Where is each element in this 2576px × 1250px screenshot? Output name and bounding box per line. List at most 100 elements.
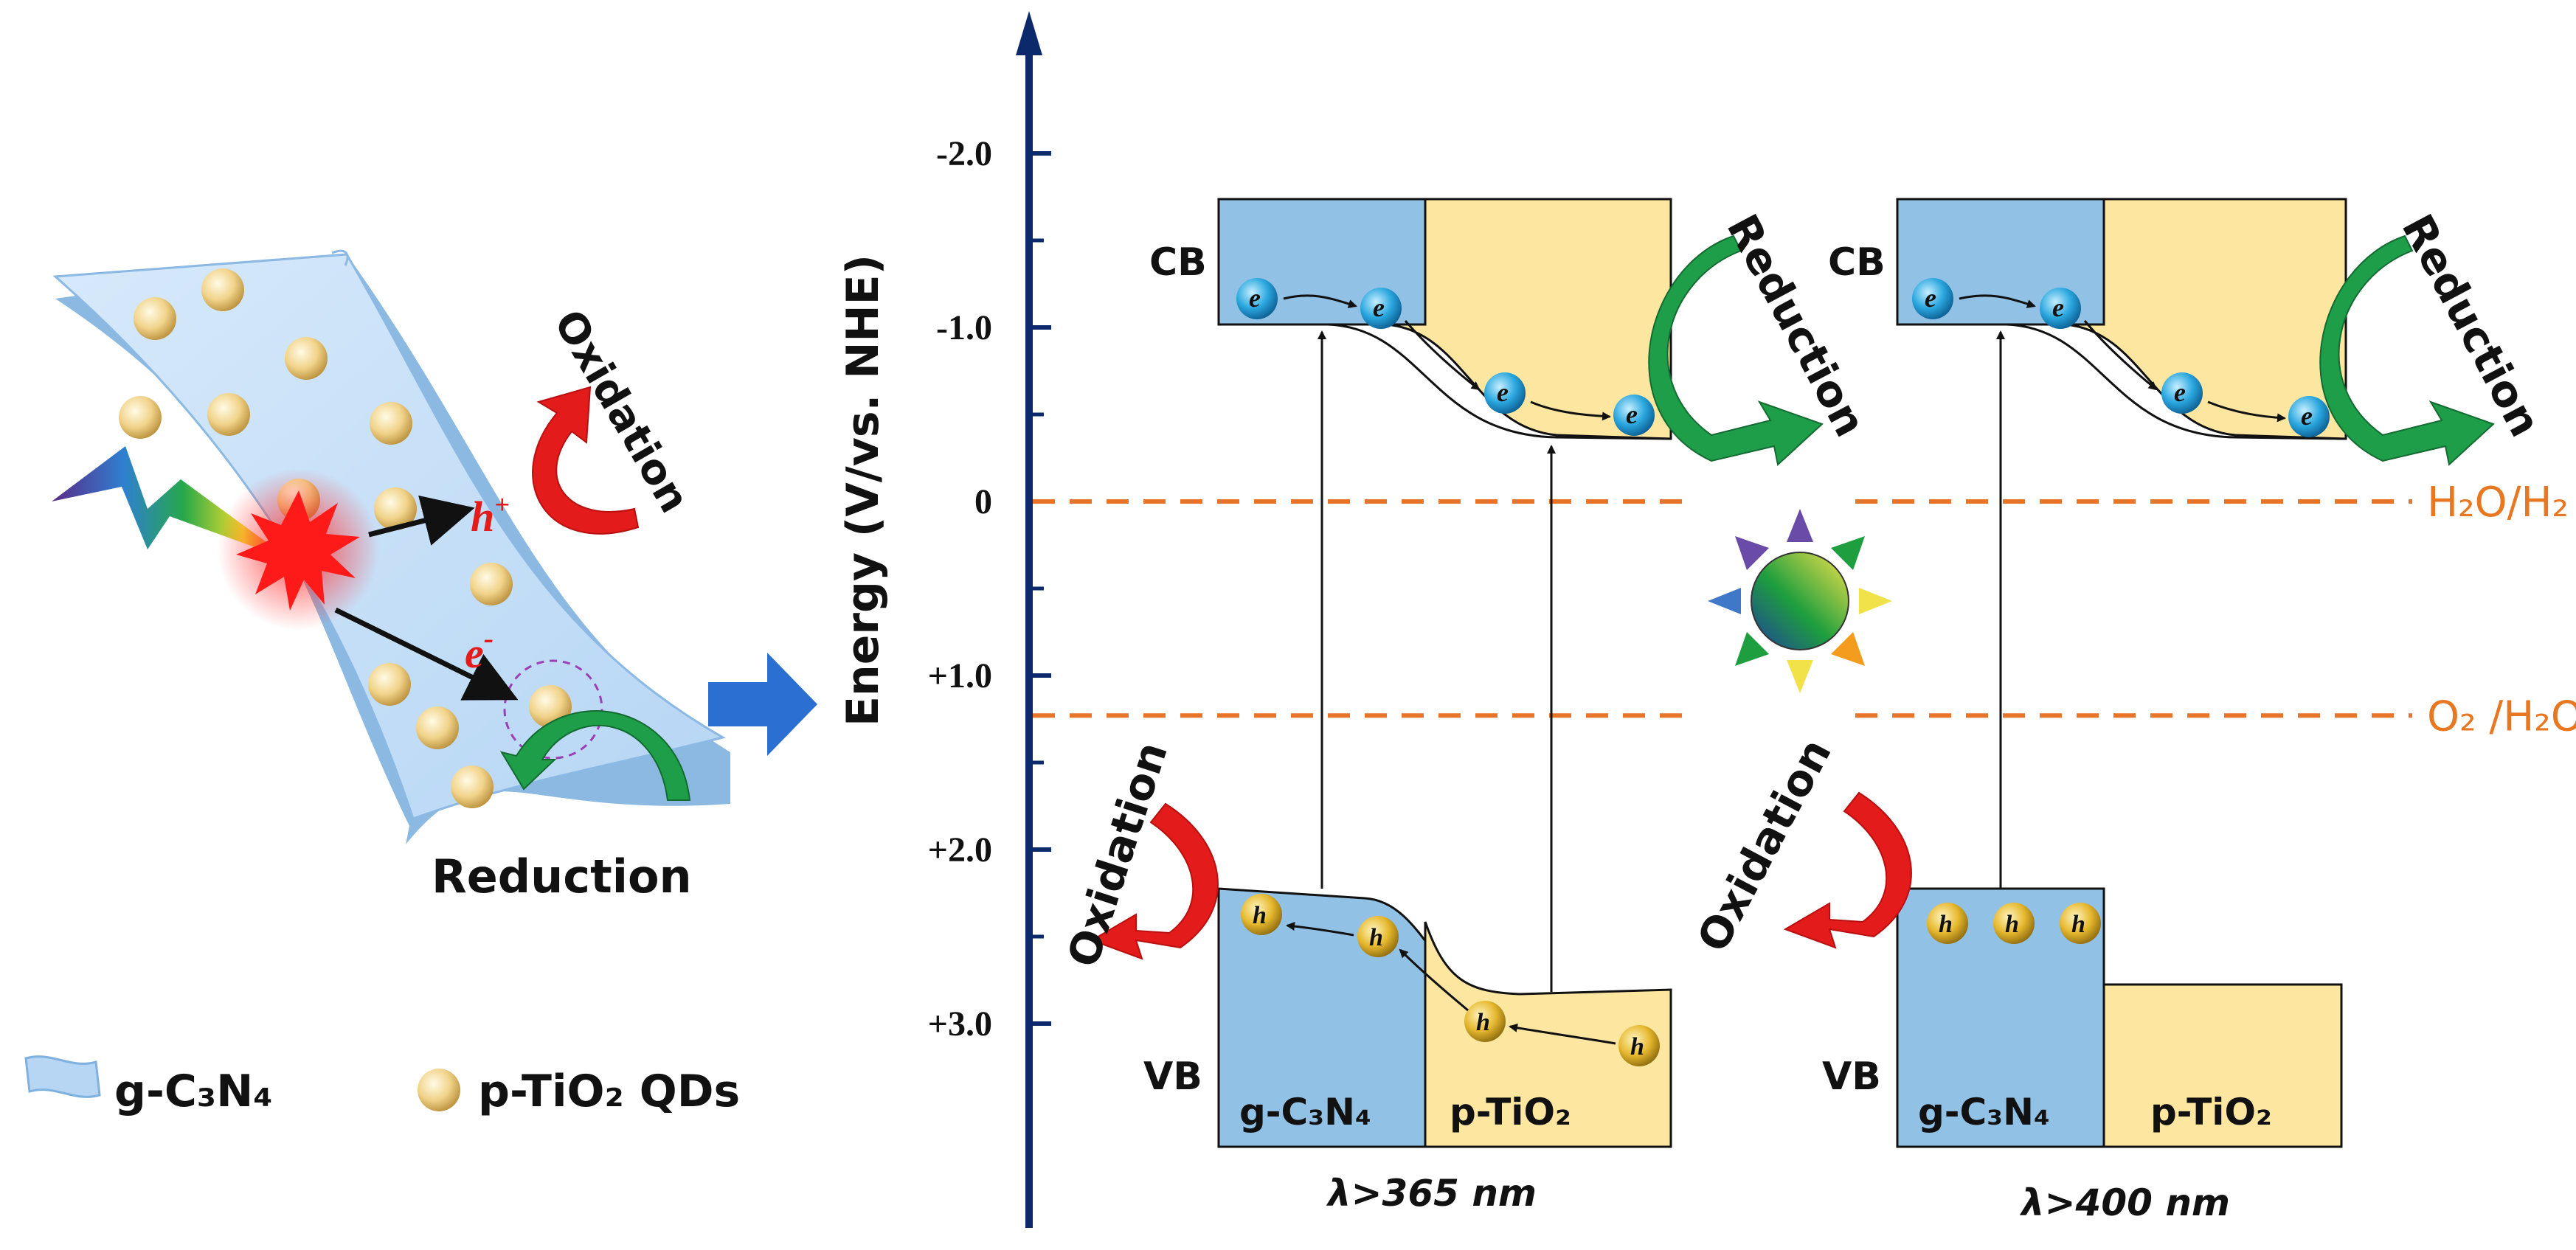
electron-sphere: e (2288, 396, 2330, 437)
cb-bend-curve (1897, 323, 2347, 440)
qd-particle (201, 268, 244, 311)
panel1-caption: λ>365 nm (1326, 1172, 1537, 1215)
electron-arrow (334, 607, 519, 701)
svg-text:h: h (2071, 911, 2085, 938)
axis-tick-label: 0 (974, 482, 992, 521)
qd-particle (134, 297, 176, 340)
electron-sphere: e (1360, 288, 1402, 329)
legend: g-C₃N₄ p-TiO₂ QDs (24, 1055, 740, 1117)
svg-text:e: e (2301, 401, 2313, 431)
axis-arrowhead-icon (1016, 11, 1042, 55)
svg-text:h: h (2005, 911, 2019, 938)
svg-text:h: h (1369, 924, 1383, 951)
oxidation-arrow-icon (1783, 791, 1912, 949)
svg-text:h: h (1939, 911, 1953, 938)
axis-label: Energy (V/vs. NHE) (837, 254, 889, 726)
left-illustration: h+ e- Oxidation Reduction g-C₃N₄ p-TiO₂ … (24, 249, 817, 1117)
hole-transfer-arrow (1509, 1023, 1616, 1045)
reduction-arrow-icon (2319, 235, 2495, 466)
svg-text:h: h (1253, 902, 1267, 929)
svg-text:e: e (1373, 293, 1385, 322)
hole-sphere: h (1241, 894, 1282, 935)
qd-particles (119, 268, 572, 808)
connector-arrow-icon (708, 653, 817, 756)
vb-tio2-band (2102, 983, 2343, 1148)
electron-sphere: e (2161, 372, 2203, 414)
hole-label: h+ (471, 490, 510, 541)
vb-label: VB (1822, 1055, 1881, 1099)
panel2-caption: λ>400 nm (2019, 1181, 2230, 1224)
qd-particle (207, 393, 250, 436)
hole-arrow (368, 495, 475, 546)
oxidation-arrow-icon (1090, 802, 1219, 960)
legend-sheet-icon (24, 1055, 101, 1098)
svg-text:h: h (1476, 1009, 1490, 1036)
electron-transfer-arrow (1530, 400, 1611, 421)
vb-material-a: g-C₃N₄ (1918, 1091, 2050, 1133)
vb-label: VB (1143, 1055, 1202, 1099)
electron-transfer-arrow (2207, 400, 2286, 423)
svg-text:e: e (2174, 378, 2186, 407)
reference-level-label: O₂ /H₂O (2427, 692, 2576, 740)
electron-label: e- (465, 622, 494, 677)
energy-axis: Energy (V/vs. NHE) -2.0 -1.0 0 +1.0 +2.0 +3.0 (837, 11, 1051, 1228)
panel2-reduction-label: Reduction (2392, 206, 2551, 445)
cb-label: CB (1828, 240, 1886, 285)
axis-ticks: -2.0 -1.0 0 +1.0 +2.0 +3.0 (928, 134, 1051, 1044)
qd-particle (368, 663, 411, 706)
hole-transfer-arrow (1286, 922, 1354, 937)
electron-sphere: e (2040, 288, 2081, 329)
electron-transfer-arrow (1283, 294, 1357, 308)
svg-text:e: e (2052, 293, 2064, 322)
axis-tick-label: +3.0 (928, 1004, 992, 1044)
hole-sphere: h (1993, 903, 2035, 944)
hole-sphere: h (1927, 903, 1968, 944)
qd-particle (374, 487, 417, 530)
electron-sphere: e (1613, 395, 1655, 436)
axis-tick-label: +1.0 (928, 656, 992, 695)
qd-particle (470, 563, 513, 605)
qd-particle (370, 402, 412, 445)
reference-level-label: H₂O/H₂ (2427, 479, 2569, 527)
reference-levels: H₂O/H₂ O₂ /H₂O (1033, 479, 2576, 740)
svg-text:e: e (1497, 378, 1509, 407)
electron-sphere: e (1484, 372, 1526, 414)
electron-transfer-arrow (2083, 320, 2158, 391)
electron-sphere: e (1912, 278, 1953, 319)
cb-label: CB (1149, 240, 1207, 285)
qd-particle (119, 396, 162, 439)
oxidation-arrow-icon (532, 386, 640, 535)
band-panel-365: CB e e e e VB g-C₃N₄ p-TiO₂ h h h h Redu… (1058, 198, 1876, 1215)
qd-particle (451, 765, 494, 808)
left-reduction-label: Reduction (432, 850, 692, 903)
hole-transfer-arrow (1399, 948, 1469, 1012)
hole-sphere: h (1618, 1025, 1660, 1066)
legend-qd-icon (418, 1069, 460, 1111)
sun-icon (1708, 509, 1892, 693)
vb-tio2-band (1424, 921, 1672, 1148)
hole-sphere: h (1464, 1001, 1506, 1042)
axis-tick-label: +2.0 (928, 830, 992, 869)
hole-sphere: h (1357, 916, 1399, 957)
svg-text:e: e (1249, 283, 1261, 313)
svg-text:h: h (1630, 1033, 1644, 1060)
svg-text:e: e (1626, 400, 1638, 429)
qd-particle (285, 337, 328, 380)
legend-sheet-label: g-C₃N₄ (114, 1066, 273, 1117)
svg-text:e: e (1925, 283, 1936, 313)
reduction-arrow-icon (1648, 235, 1824, 466)
electron-sphere: e (1236, 278, 1278, 319)
electron-transfer-arrow (1959, 294, 2036, 308)
vb-material-b: p-TiO₂ (1450, 1091, 1571, 1133)
electron-transfer-arrow (1404, 320, 1481, 391)
cb-bend-curve (1219, 323, 1672, 440)
reduction-arrow-icon (499, 710, 691, 801)
legend-qd-label: p-TiO₂ QDs (478, 1066, 740, 1117)
axis-tick-label: -1.0 (936, 308, 992, 347)
sheet-top-curl (331, 249, 349, 266)
hole-sphere: h (2060, 903, 2101, 944)
qd-particle (416, 706, 459, 749)
qd-highlight-circle (503, 659, 603, 760)
vb-material-b: p-TiO₂ (2150, 1091, 2272, 1133)
